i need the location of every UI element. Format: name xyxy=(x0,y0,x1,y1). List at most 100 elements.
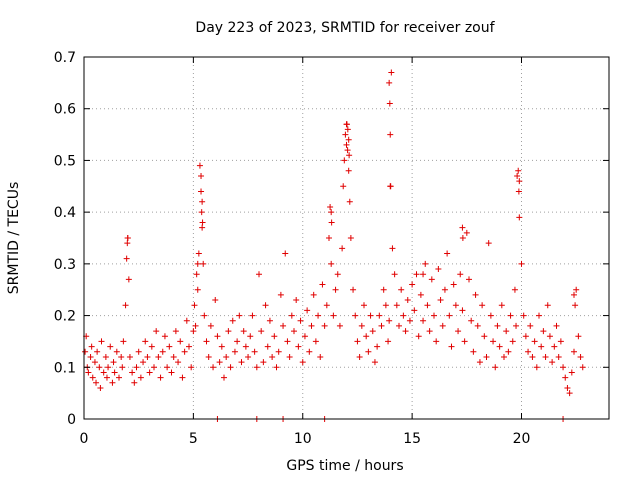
data-point xyxy=(496,343,503,350)
data-point xyxy=(398,286,405,293)
data-point xyxy=(312,338,319,345)
data-point xyxy=(516,178,523,185)
data-point xyxy=(172,328,179,335)
data-point xyxy=(164,364,171,371)
data-point xyxy=(557,338,564,345)
data-point xyxy=(85,369,92,376)
data-point xyxy=(321,322,328,329)
data-point xyxy=(199,198,206,205)
data-point xyxy=(203,338,210,345)
data-point xyxy=(328,209,335,216)
data-point xyxy=(347,235,354,241)
data-point xyxy=(340,183,347,190)
data-point xyxy=(509,338,516,345)
data-point xyxy=(210,364,217,371)
data-point xyxy=(308,322,315,329)
data-point xyxy=(466,276,472,283)
data-point xyxy=(125,276,132,283)
x-ticks: 0 5 10 15 20 xyxy=(80,57,531,447)
data-point xyxy=(474,322,481,329)
data-point xyxy=(343,121,350,128)
data-point xyxy=(542,353,549,360)
data-point xyxy=(122,302,129,309)
data-point xyxy=(317,353,324,360)
data-point xyxy=(291,328,297,335)
data-point xyxy=(249,312,256,319)
data-point xyxy=(336,322,343,329)
data-point xyxy=(385,338,392,345)
data-point xyxy=(198,172,205,179)
data-point xyxy=(107,343,114,350)
data-point xyxy=(157,374,164,381)
data-point xyxy=(179,374,186,381)
data-point xyxy=(404,297,411,304)
data-point xyxy=(87,353,94,360)
data-point xyxy=(386,79,393,86)
data-point xyxy=(441,286,448,293)
data-point xyxy=(88,343,95,350)
chart-title: Day 223 of 2023, SRMTID for receiver zou… xyxy=(195,20,495,36)
data-point xyxy=(334,271,341,278)
data-point xyxy=(328,219,335,226)
data-point xyxy=(198,209,205,216)
data-point xyxy=(527,322,534,329)
y-ticks: 0 0.1 0.2 0.3 0.4 0.5 0.6 0.7 xyxy=(54,50,609,428)
y-tick-label: 0.2 xyxy=(54,309,76,325)
data-point xyxy=(151,364,157,371)
data-point xyxy=(258,328,265,335)
data-point xyxy=(400,312,407,319)
data-point xyxy=(483,353,490,360)
data-point xyxy=(214,333,221,340)
data-point xyxy=(363,333,370,340)
data-point xyxy=(310,291,317,298)
data-point xyxy=(354,338,361,345)
data-point xyxy=(413,271,420,278)
data-point xyxy=(133,364,140,371)
data-point xyxy=(498,302,505,309)
data-point xyxy=(564,384,571,391)
data-point xyxy=(140,359,147,366)
x-tick-label: 20 xyxy=(513,431,531,447)
data-point xyxy=(452,302,459,309)
data-point xyxy=(238,359,245,366)
data-point xyxy=(199,219,206,226)
data-point xyxy=(304,307,311,314)
data-point xyxy=(386,317,393,324)
data-point xyxy=(435,266,442,273)
data-point xyxy=(126,353,133,360)
data-point xyxy=(386,100,393,107)
data-point xyxy=(113,348,120,355)
data-point xyxy=(103,374,110,381)
data-point xyxy=(124,235,131,241)
data-point xyxy=(100,369,107,376)
data-point xyxy=(513,322,520,329)
data-point xyxy=(82,348,89,355)
data-point xyxy=(391,271,398,278)
data-point xyxy=(326,235,332,241)
data-point xyxy=(344,126,351,133)
data-point xyxy=(297,317,304,324)
data-point xyxy=(271,333,278,340)
data-point xyxy=(577,353,584,360)
data-point xyxy=(142,338,149,345)
data-point xyxy=(472,291,479,298)
data-point xyxy=(369,328,376,335)
data-point xyxy=(91,359,98,366)
data-point xyxy=(503,328,510,335)
data-point xyxy=(371,359,378,366)
data-point xyxy=(450,281,457,288)
data-point xyxy=(374,343,381,350)
data-point xyxy=(485,240,492,247)
data-point xyxy=(560,364,567,371)
data-point xyxy=(533,364,540,371)
data-point xyxy=(428,276,435,283)
data-point xyxy=(161,333,168,340)
data-point xyxy=(358,322,365,329)
data-point xyxy=(225,328,232,335)
data-point xyxy=(188,364,195,371)
data-point xyxy=(231,348,238,355)
data-point xyxy=(459,235,466,241)
y-axis-label: SRMTID / TECUs xyxy=(6,182,22,295)
data-point xyxy=(389,245,396,252)
data-point xyxy=(234,338,241,345)
